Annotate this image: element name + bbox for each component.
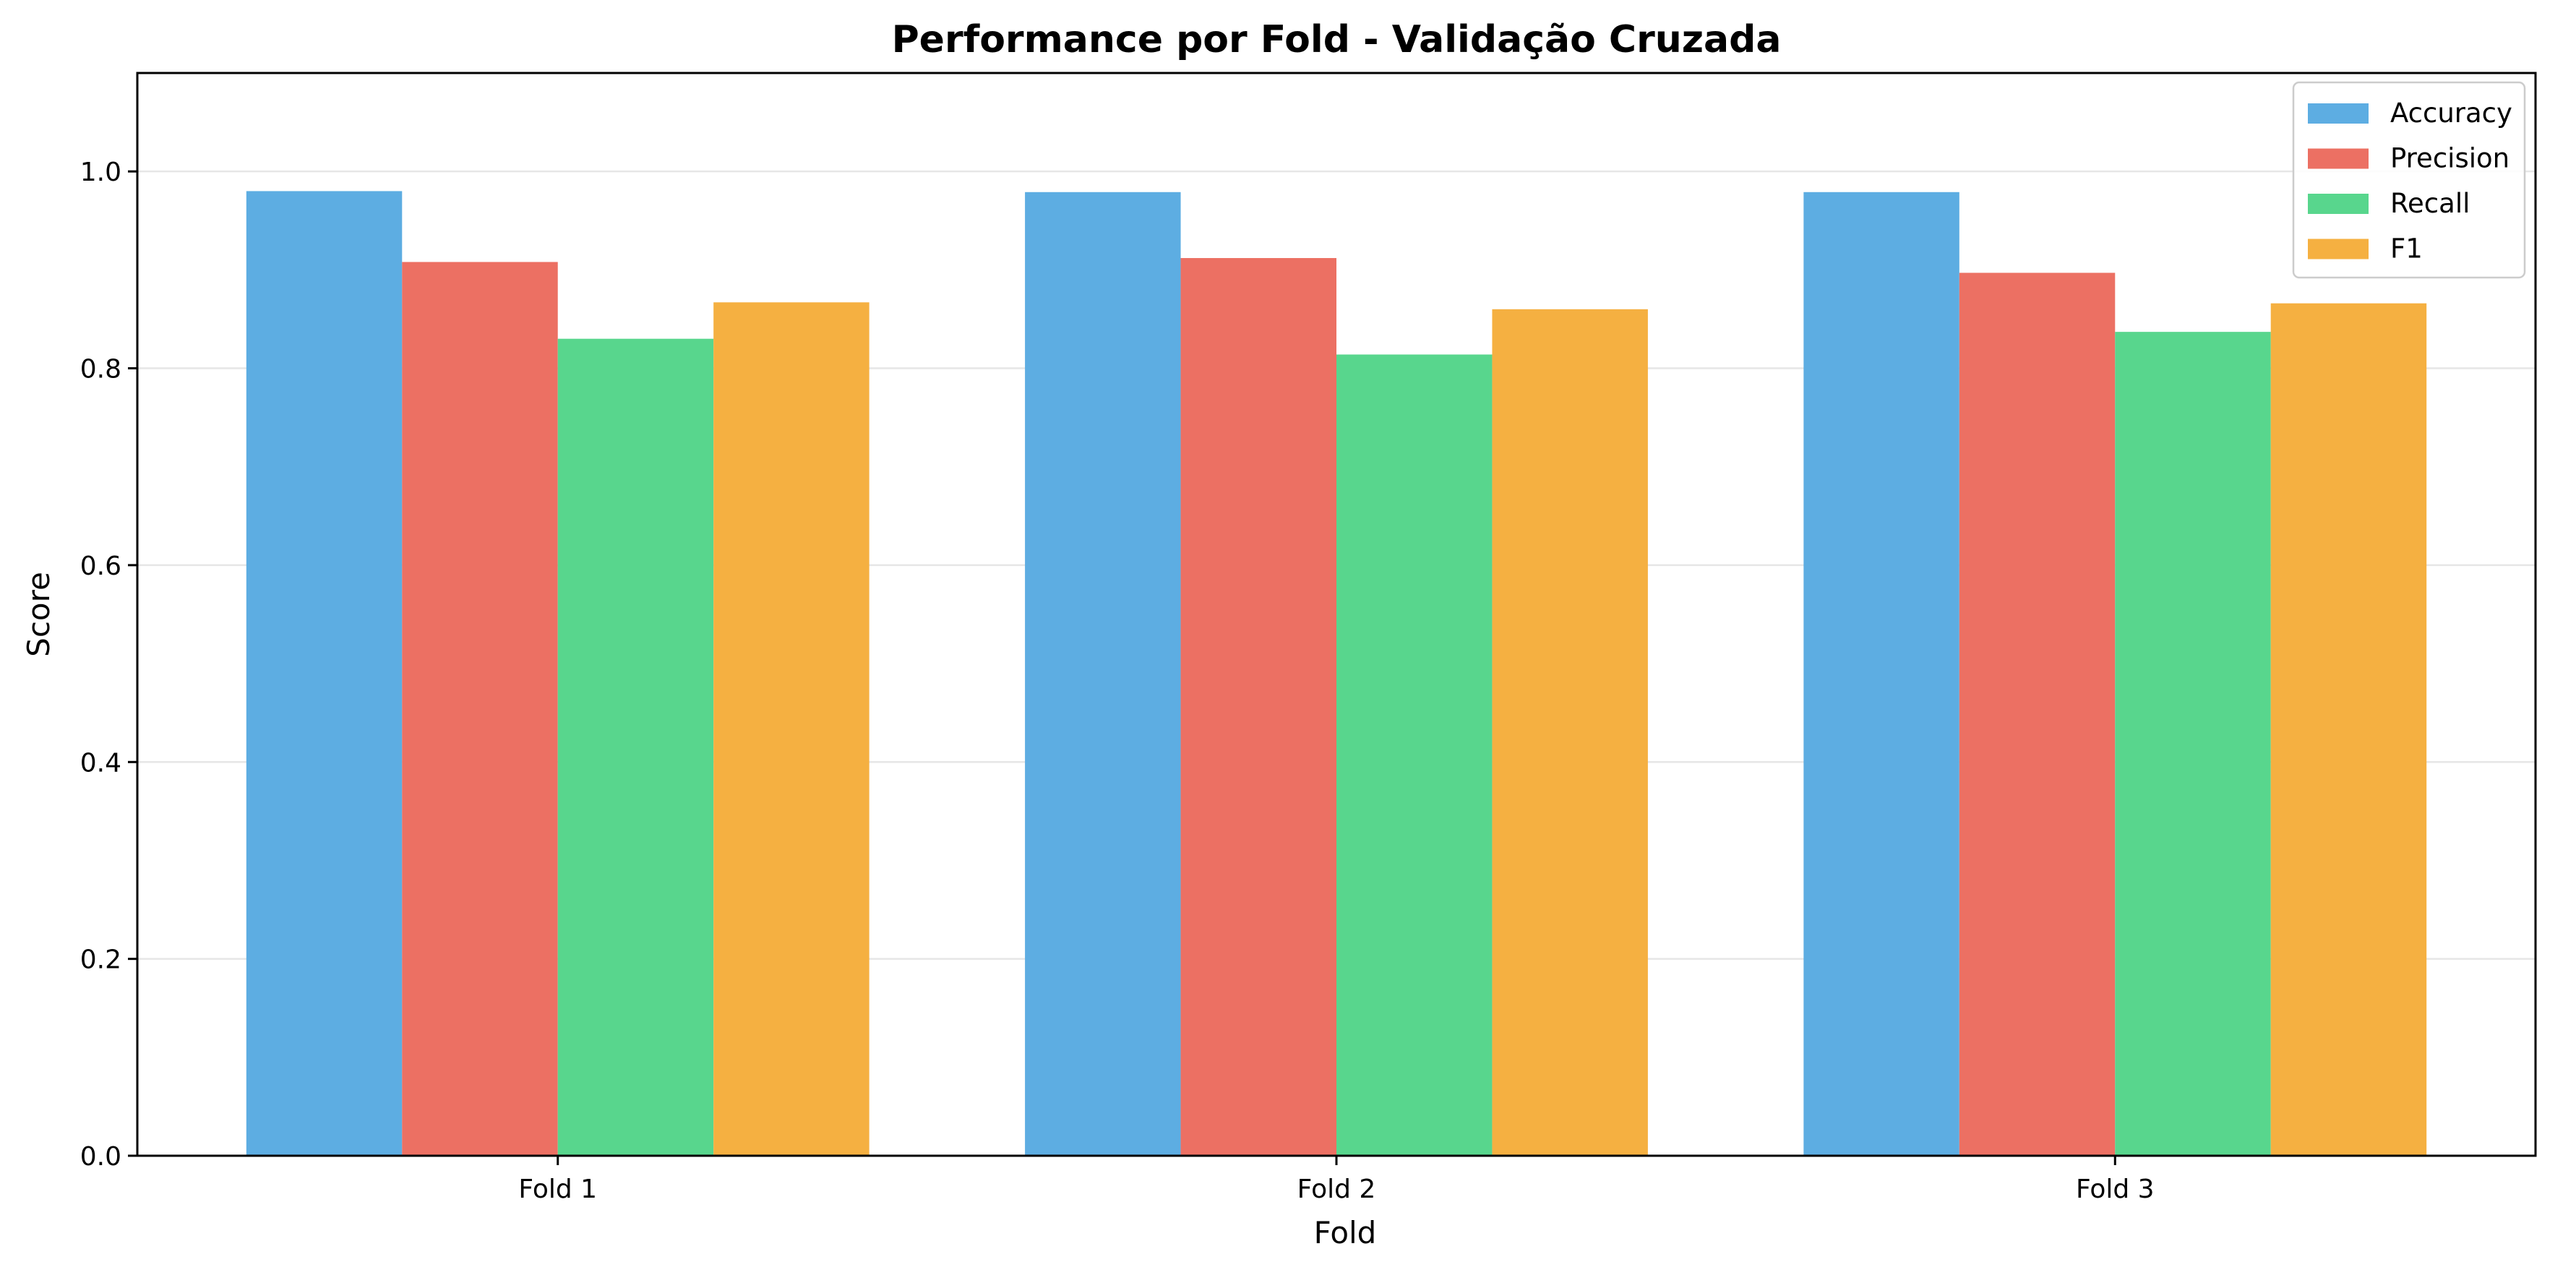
bars xyxy=(246,191,2427,1156)
y-tick-label: 0.6 xyxy=(80,551,121,581)
bar-f1-fold-3 xyxy=(2270,303,2427,1156)
x-tick-label: Fold 1 xyxy=(518,1175,597,1204)
bar-recall-fold-2 xyxy=(1336,354,1493,1156)
bar-precision-fold-1 xyxy=(402,262,558,1156)
x-tick-label: Fold 2 xyxy=(1297,1175,1376,1204)
x-tick-label: Fold 3 xyxy=(2076,1175,2155,1204)
y-tick-label: 0.8 xyxy=(80,355,121,385)
y-tick-label: 1.0 xyxy=(80,158,121,187)
x-axis-label: Fold xyxy=(1314,1215,1377,1250)
legend-swatch-precision xyxy=(2308,148,2369,169)
y-axis-ticks: 0.0 0.2 0.4 0.6 0.8 1.0 xyxy=(80,158,137,1172)
legend-label-precision: Precision xyxy=(2390,143,2510,174)
bar-recall-fold-3 xyxy=(2115,332,2271,1156)
bar-precision-fold-2 xyxy=(1180,258,1336,1156)
x-axis-ticks: Fold 1 Fold 2 Fold 3 xyxy=(518,1156,2155,1204)
bar-accuracy-fold-2 xyxy=(1025,192,1181,1156)
bar-precision-fold-3 xyxy=(1959,272,2116,1156)
legend-frame xyxy=(2292,81,2526,279)
bar-accuracy-fold-1 xyxy=(246,191,403,1156)
legend-label-recall: Recall xyxy=(2390,188,2470,219)
y-tick-label: 0.2 xyxy=(80,945,121,975)
bar-accuracy-fold-3 xyxy=(1803,192,1959,1156)
legend: Accuracy Precision Recall F1 xyxy=(2292,81,2526,279)
legend-label-f1: F1 xyxy=(2390,233,2423,265)
y-tick-label: 0.0 xyxy=(80,1142,121,1172)
chart-title: Performance por Fold - Validação Cruzada xyxy=(892,18,1782,61)
y-axis-label: Score xyxy=(21,572,56,657)
legend-swatch-accuracy xyxy=(2308,103,2369,124)
bar-recall-fold-1 xyxy=(557,338,714,1156)
bar-f1-fold-1 xyxy=(713,302,870,1156)
legend-swatch-f1 xyxy=(2308,239,2369,259)
legend-label-accuracy: Accuracy xyxy=(2390,98,2512,129)
y-tick-label: 0.4 xyxy=(80,748,121,778)
legend-swatch-recall xyxy=(2308,194,2369,214)
bar-f1-fold-2 xyxy=(1492,309,1648,1156)
